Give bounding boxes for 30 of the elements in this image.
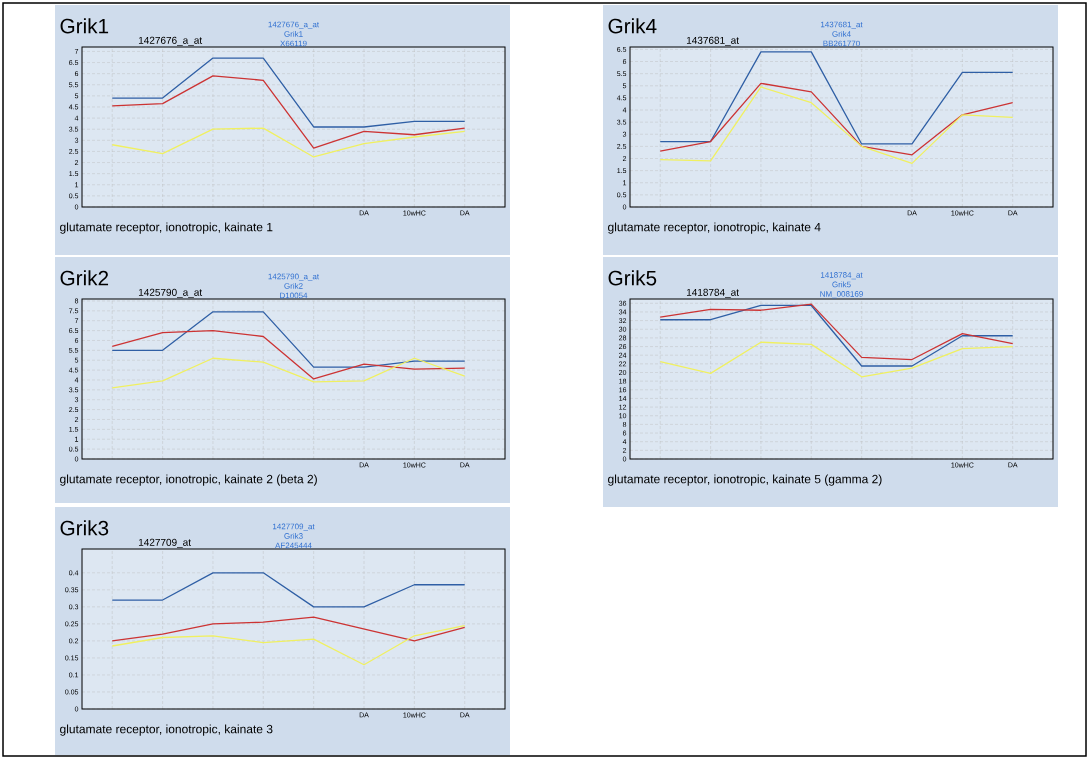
x-axis-title: glutamate receptor, ionotropic, kainate 1 [60, 222, 273, 234]
text: BB261770 [823, 40, 860, 47]
chart-title: Grik4 [608, 18, 657, 34]
x-axis-title: glutamate receptor, ionotropic, kainate 3 [60, 724, 273, 736]
text: X66119 [280, 40, 307, 47]
chart-subtitle: 1418784_at [686, 288, 739, 298]
text: Grik5 [832, 281, 851, 288]
text: Grik1 [284, 30, 303, 37]
x-axis-title: glutamate receptor, ionotropic, kainate 5 (gamma 2) [608, 474, 882, 486]
text: Grik4 [832, 30, 851, 37]
text: 1418784_at [820, 272, 863, 280]
text: 1427709_at [272, 523, 315, 531]
text: 1437681_at [820, 21, 863, 29]
text: NM_008169 [820, 291, 863, 299]
text: Grik2 [284, 282, 303, 289]
chart-subtitle: 1425790_a_at [138, 288, 203, 298]
text: D10054 [280, 292, 308, 299]
text: Grik3 [284, 532, 303, 539]
chart-title: Grik2 [60, 270, 109, 286]
chart-title: Grik3 [60, 520, 109, 536]
chart-subtitle: 1427709_at [138, 538, 191, 548]
text: 1425790_a_at [268, 273, 320, 281]
chart-subtitle: 1437681_at [686, 36, 739, 46]
x-axis-title: glutamate receptor, ionotropic, kainate 4 [608, 222, 821, 234]
chart-title: Grik1 [60, 18, 109, 34]
x-axis-title: glutamate receptor, ionotropic, kainate 2 (beta 2) [60, 474, 317, 486]
chart-subtitle: 1427676_a_at [138, 36, 203, 46]
text: 1427676_a_at [268, 21, 320, 29]
text: AF245444 [275, 542, 312, 549]
chart-title: Grik5 [608, 270, 657, 286]
